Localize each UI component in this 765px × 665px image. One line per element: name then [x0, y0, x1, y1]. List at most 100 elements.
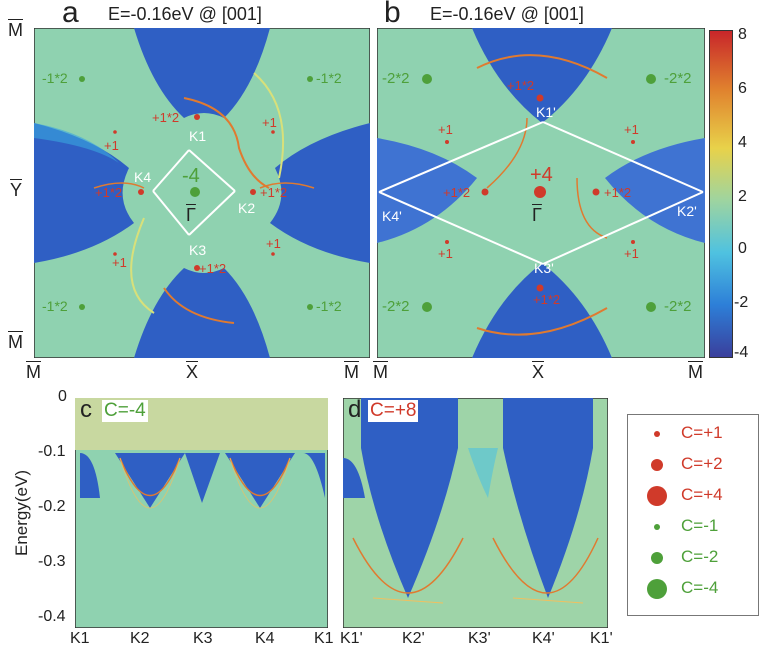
panel-c-letter: c	[80, 396, 92, 423]
panel-a-y-label: Y	[10, 180, 23, 200]
colorbar-tick-6: 6	[738, 80, 747, 97]
panel-b-charge-p1-tr: +1	[624, 122, 639, 137]
panel-b-charge-right: +1*2	[604, 185, 632, 200]
panel-a-k4: K4	[134, 169, 152, 185]
panel-d-letter: d	[348, 396, 362, 423]
legend-item: C=-4	[627, 575, 757, 603]
panel-c-ytick-0: 0	[58, 388, 67, 405]
panel-c-xtick-0: K1	[70, 630, 90, 647]
panel-a-charge-tr: -1*2	[316, 70, 342, 86]
legend-label: C=-4	[681, 578, 719, 597]
panel-b-k1: K1'	[536, 104, 556, 120]
panel-d-xtick-1: K2'	[402, 630, 425, 647]
panel-d-xtick-4: K1'	[590, 630, 613, 647]
legend-label: C=+1	[681, 423, 723, 442]
panel-c-plot	[75, 398, 328, 628]
panel-d-chern-label: C=+8	[368, 400, 419, 422]
legend-dot-icon	[647, 486, 667, 506]
colorbar-tick-m2: -2	[734, 294, 749, 311]
panel-a-charge-bl: -1*2	[42, 298, 68, 314]
panel-b-map	[377, 28, 705, 358]
panel-b-m-bl: M	[373, 362, 388, 382]
panel-b-charge-tl: -2*2	[382, 70, 410, 87]
panel-b-charge-down: +1*2	[533, 292, 561, 307]
legend-item: C=+4	[627, 482, 757, 510]
colorbar-tick-4: 4	[738, 134, 747, 151]
colorbar-tick-2: 2	[738, 188, 747, 205]
legend-item: C=+1	[627, 420, 757, 448]
panel-b-center-charge: +4	[530, 164, 553, 186]
panel-a-m-bl: M	[26, 362, 41, 382]
panel-a-center-charge: -4	[182, 165, 200, 187]
chirality-legend	[627, 414, 759, 616]
legend-label: C=+2	[681, 454, 723, 473]
panel-a-gamma: Γ	[186, 205, 196, 225]
panel-a-letter: a	[62, 0, 79, 29]
panel-b-k4: K4'	[382, 208, 402, 224]
panel-b-title: E=-0.16eV @ [001]	[430, 4, 584, 24]
panel-a-charge-left: +1*2	[95, 185, 123, 200]
panel-a-k1: K1	[189, 128, 207, 144]
panel-a-title: E=-0.16eV @ [001]	[108, 4, 262, 24]
panel-b-charge-bl: -2*2	[382, 298, 410, 315]
panel-b-charge-tr: -2*2	[664, 70, 692, 87]
panel-a-m-br: M	[344, 362, 359, 382]
panel-b-m-br: M	[688, 362, 703, 382]
panel-a-m-bottom: M	[8, 332, 23, 352]
panel-a-charge-p1-tl: +1	[104, 138, 119, 153]
panel-a-charge-br: -1*2	[316, 298, 342, 314]
colorbar	[709, 30, 733, 358]
panel-a-charge-p1-tr: +1	[262, 115, 277, 130]
panel-c-xtick-4: K1	[314, 630, 334, 647]
panel-a-charge-p1-br: +1	[266, 236, 281, 251]
panel-a-map	[34, 28, 370, 358]
panel-a-charge-down: +1*2	[199, 261, 227, 276]
panel-a-k2: K2	[238, 200, 256, 216]
panel-a-charge-up: +1*2	[152, 110, 180, 125]
panel-d-plot	[343, 398, 608, 628]
panel-a-k3: K3	[189, 242, 207, 258]
legend-label: C=-2	[681, 547, 719, 566]
colorbar-tick-0: 0	[738, 240, 747, 257]
panel-c-ytick-4: -0.4	[38, 608, 66, 625]
panel-b-x-label: X	[532, 362, 545, 382]
panel-b-gamma: Γ	[532, 205, 542, 225]
panel-d-xtick-2: K3'	[468, 630, 491, 647]
panel-a-charge-tl: -1*2	[42, 70, 68, 86]
panel-b-charge-left: +1*2	[443, 185, 471, 200]
panel-c-ylabel: Energy(eV)	[12, 470, 31, 556]
panel-c-ytick-3: -0.3	[38, 553, 66, 570]
panel-b-charge-br: -2*2	[664, 298, 692, 315]
legend-dot-icon	[651, 552, 663, 564]
panel-b-charge-up: +1*2	[507, 78, 535, 93]
legend-dot-icon	[654, 431, 660, 437]
panel-c-xtick-3: K4	[255, 630, 275, 647]
panel-b-letter: b	[384, 0, 401, 29]
colorbar-tick-m4: -4	[734, 344, 749, 361]
legend-label: C=+4	[681, 485, 723, 504]
panel-b-k3: K3'	[534, 260, 554, 276]
panel-b-charge-p1-tl: +1	[438, 122, 453, 137]
panel-c-xtick-1: K2	[130, 630, 150, 647]
legend-dot-icon	[654, 524, 660, 530]
panel-a-charge-right: +1*2	[260, 185, 288, 200]
panel-b-charge-p1-br: +1	[624, 246, 639, 261]
legend-dot-icon	[647, 579, 667, 599]
panel-a-charge-p1-bl: +1	[112, 255, 127, 270]
panel-a-x-label: X	[186, 362, 199, 382]
panel-b-k2: K2'	[677, 203, 697, 219]
panel-b-charge-p1-bl: +1	[438, 246, 453, 261]
panel-c-xtick-2: K3	[193, 630, 213, 647]
legend-dot-icon	[651, 459, 663, 471]
legend-label: C=-1	[681, 516, 719, 535]
panel-d-xtick-0: K1'	[340, 630, 363, 647]
panel-d-xtick-3: K4'	[532, 630, 555, 647]
panel-c-ytick-2: -0.2	[38, 498, 66, 515]
legend-item: C=-2	[627, 544, 757, 572]
panel-c-ytick-1: -0.1	[38, 443, 66, 460]
colorbar-tick-8: 8	[738, 26, 747, 43]
panel-c-chern-label: C=-4	[102, 400, 148, 422]
legend-item: C=+2	[627, 451, 757, 479]
panel-a-m-top: M	[8, 20, 23, 40]
legend-item: C=-1	[627, 513, 757, 541]
